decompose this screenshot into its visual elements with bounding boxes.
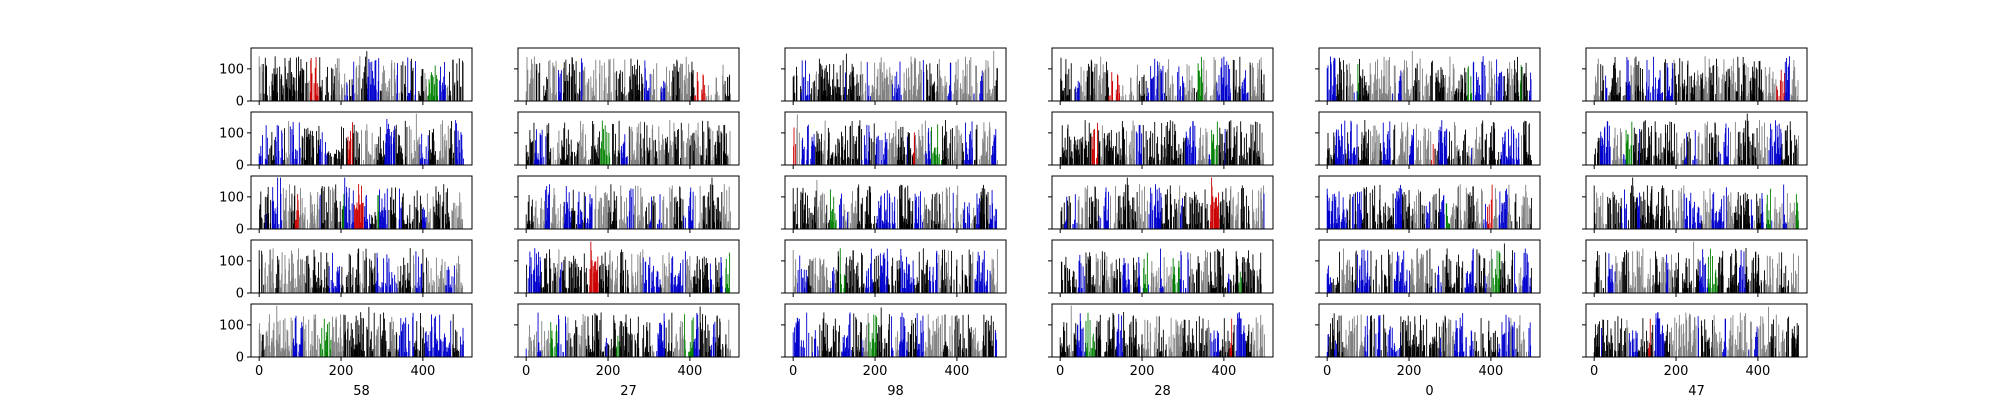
bars-group: [526, 241, 731, 293]
bars-group: [1060, 177, 1265, 229]
y-tick-label: 100: [219, 126, 244, 141]
bars-group: [258, 248, 464, 293]
panels-group: 0 100 0 100 0 100 0 100 0 100 0 200 400 58 0 200 400 27 0 2…: [219, 47, 1808, 399]
panel-frame: [517, 111, 740, 166]
bars-group: [258, 51, 464, 101]
panel-frame: [517, 303, 740, 358]
panel-frame: [250, 175, 473, 230]
x-tick-label: 400: [410, 364, 435, 379]
bars-group: [525, 120, 731, 165]
panel-r3-c2: [514, 175, 740, 233]
x-tick-label: 400: [677, 364, 702, 379]
y-tick-label: 0: [236, 287, 244, 302]
y-tick-label: 100: [219, 254, 244, 269]
y-tick-label: 0: [236, 351, 244, 366]
panel-frame: [250, 303, 473, 358]
panel-frame: [784, 175, 1007, 230]
panel-frame: [517, 239, 740, 294]
bars-group: [1059, 120, 1265, 165]
panel-r1-c1: 0 100: [219, 47, 473, 110]
bars-group: [792, 307, 998, 357]
panel-r5-c3: 0 200 400 98: [781, 303, 1007, 399]
x-tick-label: 200: [596, 364, 621, 379]
panel-r2-c3: [781, 111, 1007, 169]
x-tick-label: 400: [944, 364, 969, 379]
panel-r1-c4: [1048, 47, 1274, 105]
panel-frame: [784, 239, 1007, 294]
bars-group: [258, 113, 464, 165]
panel-r2-c1: 0 100: [219, 111, 473, 174]
y-tick-label: 100: [219, 318, 244, 333]
bars-group: [1060, 56, 1265, 101]
panel-frame: [517, 47, 740, 102]
bars-group: [525, 177, 731, 229]
bars-group: [258, 305, 464, 357]
panel-r2-c2: [514, 111, 740, 169]
panel-r3-c4: [1048, 175, 1274, 233]
panel-r5-c2: 0 200 400 27: [514, 303, 740, 399]
panel-frame: [1051, 47, 1274, 102]
panel-r3-c1: 0 100: [219, 175, 473, 238]
x-tick-label: 0: [789, 364, 797, 379]
panel-frame: [784, 111, 1007, 166]
bars-group: [525, 56, 731, 101]
x-tick-label: 0: [255, 364, 263, 379]
panel-r4-c3: [781, 239, 1007, 297]
panel-frame: [1051, 111, 1274, 166]
bars-group: [259, 177, 464, 229]
panel-r5-c1: 0 100 0 200 400 58: [219, 303, 473, 399]
y-tick-label: 0: [236, 223, 244, 238]
panel-r4-c2: [514, 239, 740, 297]
bars-group: [793, 114, 998, 165]
bars-group: [792, 179, 998, 229]
panel-frame: [784, 303, 1007, 358]
panel-frame: [784, 47, 1007, 102]
column-label: 98: [887, 384, 904, 399]
panel-frame: [250, 239, 473, 294]
bars-group: [792, 248, 998, 293]
panel-r4-c1: 0 100: [219, 239, 473, 302]
panel-r3-c3: [781, 175, 1007, 233]
panel-frame: [517, 175, 740, 230]
y-tick-label: 0: [236, 159, 244, 174]
panel-frame: [250, 111, 473, 166]
column-label: 27: [620, 384, 637, 399]
column-label: 58: [353, 384, 370, 399]
x-tick-label: 200: [329, 364, 354, 379]
bars-group: [792, 50, 998, 101]
panel-frame: [250, 47, 473, 102]
panel-r1-c3: [781, 47, 1007, 105]
panel-r2-c4: [1048, 111, 1274, 169]
y-tick-label: 0: [236, 95, 244, 110]
x-tick-label: 200: [863, 364, 888, 379]
bars-group: [525, 306, 731, 357]
y-tick-label: 100: [219, 190, 244, 205]
y-tick-label: 100: [219, 62, 244, 77]
panel-r1-c2: [514, 47, 740, 105]
x-tick-label: 0: [522, 364, 530, 379]
